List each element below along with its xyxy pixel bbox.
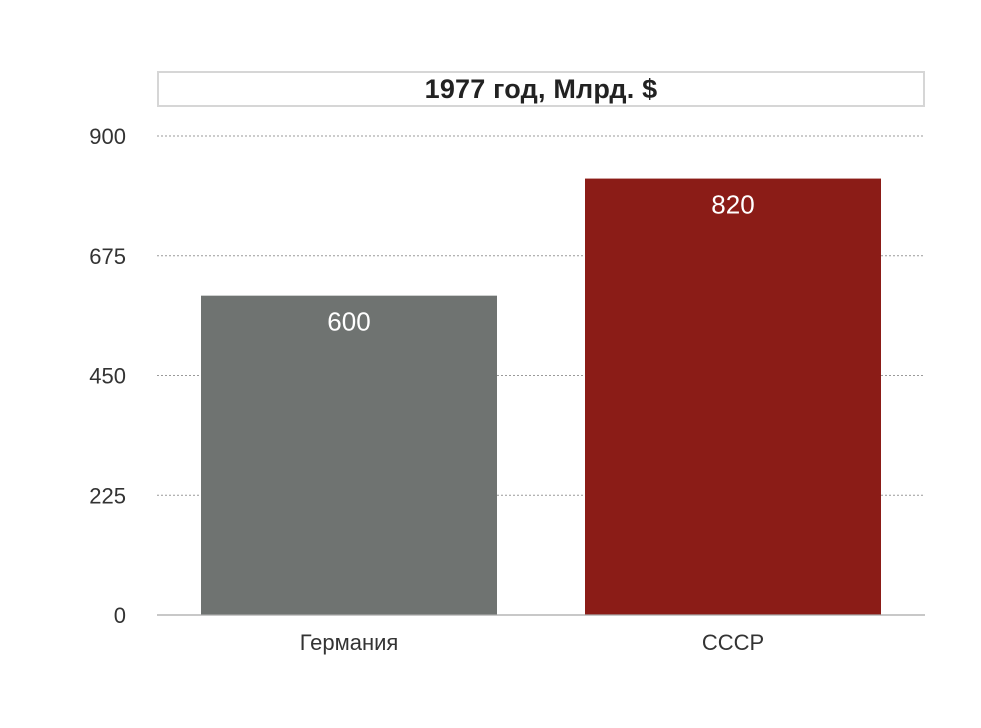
data-label: 820 [711,190,754,220]
data-label: 600 [327,307,370,337]
x-category-label: СССР [702,630,764,655]
bar [585,178,881,616]
chart-title-text: 1977 год, Млрд. $ [424,73,658,104]
bar [201,295,497,615]
y-tick-label: 675 [89,244,126,269]
bars: 600 820 [201,178,881,616]
y-tick-label: 225 [89,483,126,508]
x-category-label: Германия [300,630,399,655]
y-tick-label: 450 [89,364,126,389]
axes: 0 225 450 675 900 Германия СССР [89,124,925,655]
y-tick-label: 0 [114,603,126,628]
y-tick-label: 900 [89,124,126,149]
chart-title: 1977 год, Млрд. $ [157,71,925,107]
